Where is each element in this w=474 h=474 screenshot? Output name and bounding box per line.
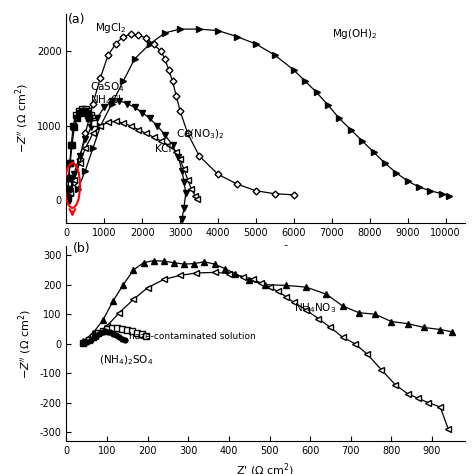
Y-axis label: $-Z''$ ($\Omega$ cm$^2$): $-Z''$ ($\Omega$ cm$^2$) <box>14 83 31 154</box>
X-axis label: Z' ($\Omega$ cm$^2$): Z' ($\Omega$ cm$^2$) <box>236 243 295 261</box>
Text: CaSO$_4$: CaSO$_4$ <box>90 80 125 94</box>
Text: (a): (a) <box>67 13 85 26</box>
Text: haze-contaminated solution: haze-contaminated solution <box>129 332 256 341</box>
Text: NH$_4$NO$_3$: NH$_4$NO$_3$ <box>294 301 336 315</box>
Y-axis label: $-Z''$ ($\Omega$ cm$^2$): $-Z''$ ($\Omega$ cm$^2$) <box>16 309 34 379</box>
Text: MgCl$_2$: MgCl$_2$ <box>95 20 127 35</box>
X-axis label: Z' ($\Omega$ cm$^2$): Z' ($\Omega$ cm$^2$) <box>236 461 295 474</box>
Text: NH$_4$Cl: NH$_4$Cl <box>90 93 121 108</box>
Text: KCl: KCl <box>155 144 172 154</box>
Text: (b): (b) <box>73 242 90 255</box>
Text: Ca(NO$_3$)$_2$: Ca(NO$_3$)$_2$ <box>176 128 225 141</box>
Text: Mg(OH)$_2$: Mg(OH)$_2$ <box>332 27 377 41</box>
Text: (NH$_4$)$_2$SO$_4$: (NH$_4$)$_2$SO$_4$ <box>99 353 153 366</box>
